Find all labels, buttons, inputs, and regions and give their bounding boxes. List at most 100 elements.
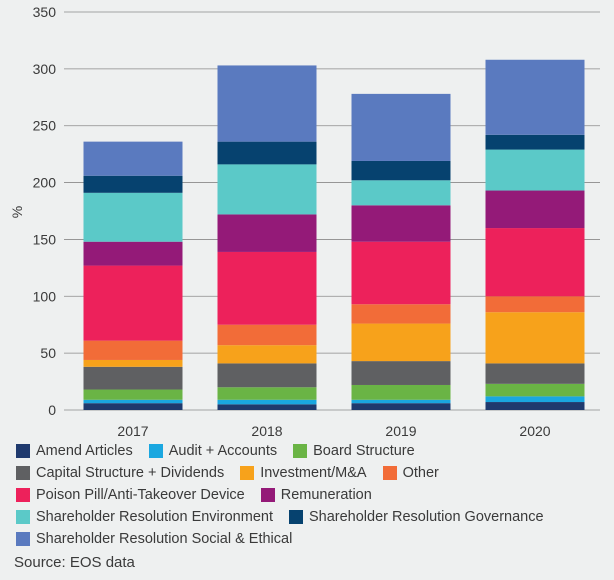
legend-swatch [288,510,303,524]
legend-item: Audit + Accounts [148,442,278,460]
bar-segment [351,384,451,400]
legend-swatch [16,532,30,546]
legend-row: Shareholder Resolution Social & Ethical [16,530,611,548]
bar-segment [485,59,585,135]
y-tick-label: 100 [33,288,57,304]
y-tick-label: 200 [33,175,57,191]
y-tick-label: 150 [33,231,57,247]
legend-label: Shareholder Resolution Governance [308,509,544,525]
bar-segment [217,399,317,405]
bar-segment [485,363,585,384]
bar-segment [485,134,585,150]
bar-segment [217,65,317,142]
bar-segment [351,304,451,324]
bar-segment [83,241,183,266]
legend-label: Remuneration [280,487,372,503]
bar-segment [217,404,317,410]
legend-row: Poison Pill/Anti-Takeover Device Remunera… [16,486,611,504]
legend-item: Shareholder Resolution Social & Ethical [16,530,292,548]
stacked-bar-chart: 0 50 100 150 200 250 300 350 2017 2018 2019 2020 % [9,4,600,439]
bar-segment [351,361,451,385]
legend-swatch [382,466,397,480]
legend-item: Amend Articles [16,442,133,460]
bar-segment [217,141,317,165]
bar-segment [83,359,183,367]
x-tick-label: 2019 [385,423,416,439]
legend-swatch [16,466,30,480]
legend-row: Shareholder Resolution Environment Shareh… [16,508,611,526]
legend-item: Shareholder Resolution Governance [288,508,544,526]
legend-item: Capital Structure + Dividends [16,464,224,482]
bar-segment [83,192,183,242]
bar-segment [485,149,585,191]
y-axis-ticks: 0 50 100 150 200 250 300 350 [33,4,57,418]
bar-segment [485,383,585,397]
bar-segment [217,251,317,325]
bar-segment [83,389,183,400]
legend-label: Audit + Accounts [168,443,278,459]
bar-segment [351,93,451,161]
bars [83,59,585,410]
bar-segment [485,228,585,297]
bar-segment [217,214,317,252]
y-tick-label: 250 [33,118,57,134]
legend-item: Poison Pill/Anti-Takeover Device [16,486,245,504]
legend-swatch [240,466,255,480]
legend-item: Board Structure [293,442,415,460]
bar-segment [83,340,183,360]
legend-item: Investment/M&A [240,464,367,482]
y-axis-title: % [9,206,25,218]
legend-row: Amend Articles Audit + Accounts Board Stru… [16,442,611,460]
bar-segment [83,366,183,390]
x-tick-label: 2017 [117,423,148,439]
y-tick-label: 50 [40,345,56,361]
legend-label: Amend Articles [36,443,133,459]
legend-swatch [148,444,163,458]
y-tick-label: 350 [33,4,57,20]
x-axis-ticks: 2017 2018 2019 2020 [117,423,550,439]
bar-segment [351,403,451,410]
bar-segment [485,296,585,313]
bar-segment [83,265,183,341]
bar-segment [485,190,585,229]
bar-segment [351,323,451,362]
y-tick-label: 300 [33,61,57,77]
legend-item: Shareholder Resolution Environment [16,508,273,526]
legend-row: Capital Structure + Dividends Investment/… [16,464,611,482]
legend-label: Poison Pill/Anti-Takeover Device [36,487,245,503]
bar-segment [351,180,451,206]
bar-segment [217,345,317,364]
bar-segment [217,363,317,388]
bar-segment [485,312,585,364]
legend-swatch [293,444,308,458]
legend-label: Other [402,465,439,481]
bar-segment [485,396,585,403]
bar-segment [83,399,183,404]
legend-label: Shareholder Resolution Environment [36,509,273,525]
x-tick-label: 2020 [519,423,550,439]
bar-segment [351,160,451,181]
bar-segment [485,402,585,410]
bar-segment [217,387,317,400]
bar-segment [83,403,183,410]
bar-segment [83,175,183,193]
legend-item: Other [382,464,439,482]
legend-swatch [16,510,30,524]
source-note: Source: EOS data [14,554,135,571]
bar-segment [351,205,451,242]
legend-item: Remuneration [260,486,372,504]
legend-label: Shareholder Resolution Social & Ethical [36,531,293,547]
legend-label: Investment/M&A [260,465,367,481]
legend-swatch [260,488,275,502]
bar-segment [83,141,183,176]
legend: Amend Articles Audit + Accounts Board Stru… [16,442,611,548]
bar-segment [351,241,451,305]
legend-swatch [16,488,30,502]
x-tick-label: 2018 [251,423,282,439]
legend-label: Capital Structure + Dividends [36,465,225,481]
bar-segment [351,399,451,404]
bar-segment [217,324,317,346]
legend-swatch [16,444,30,458]
bar-segment [217,164,317,215]
legend-label: Board Structure [313,443,415,459]
